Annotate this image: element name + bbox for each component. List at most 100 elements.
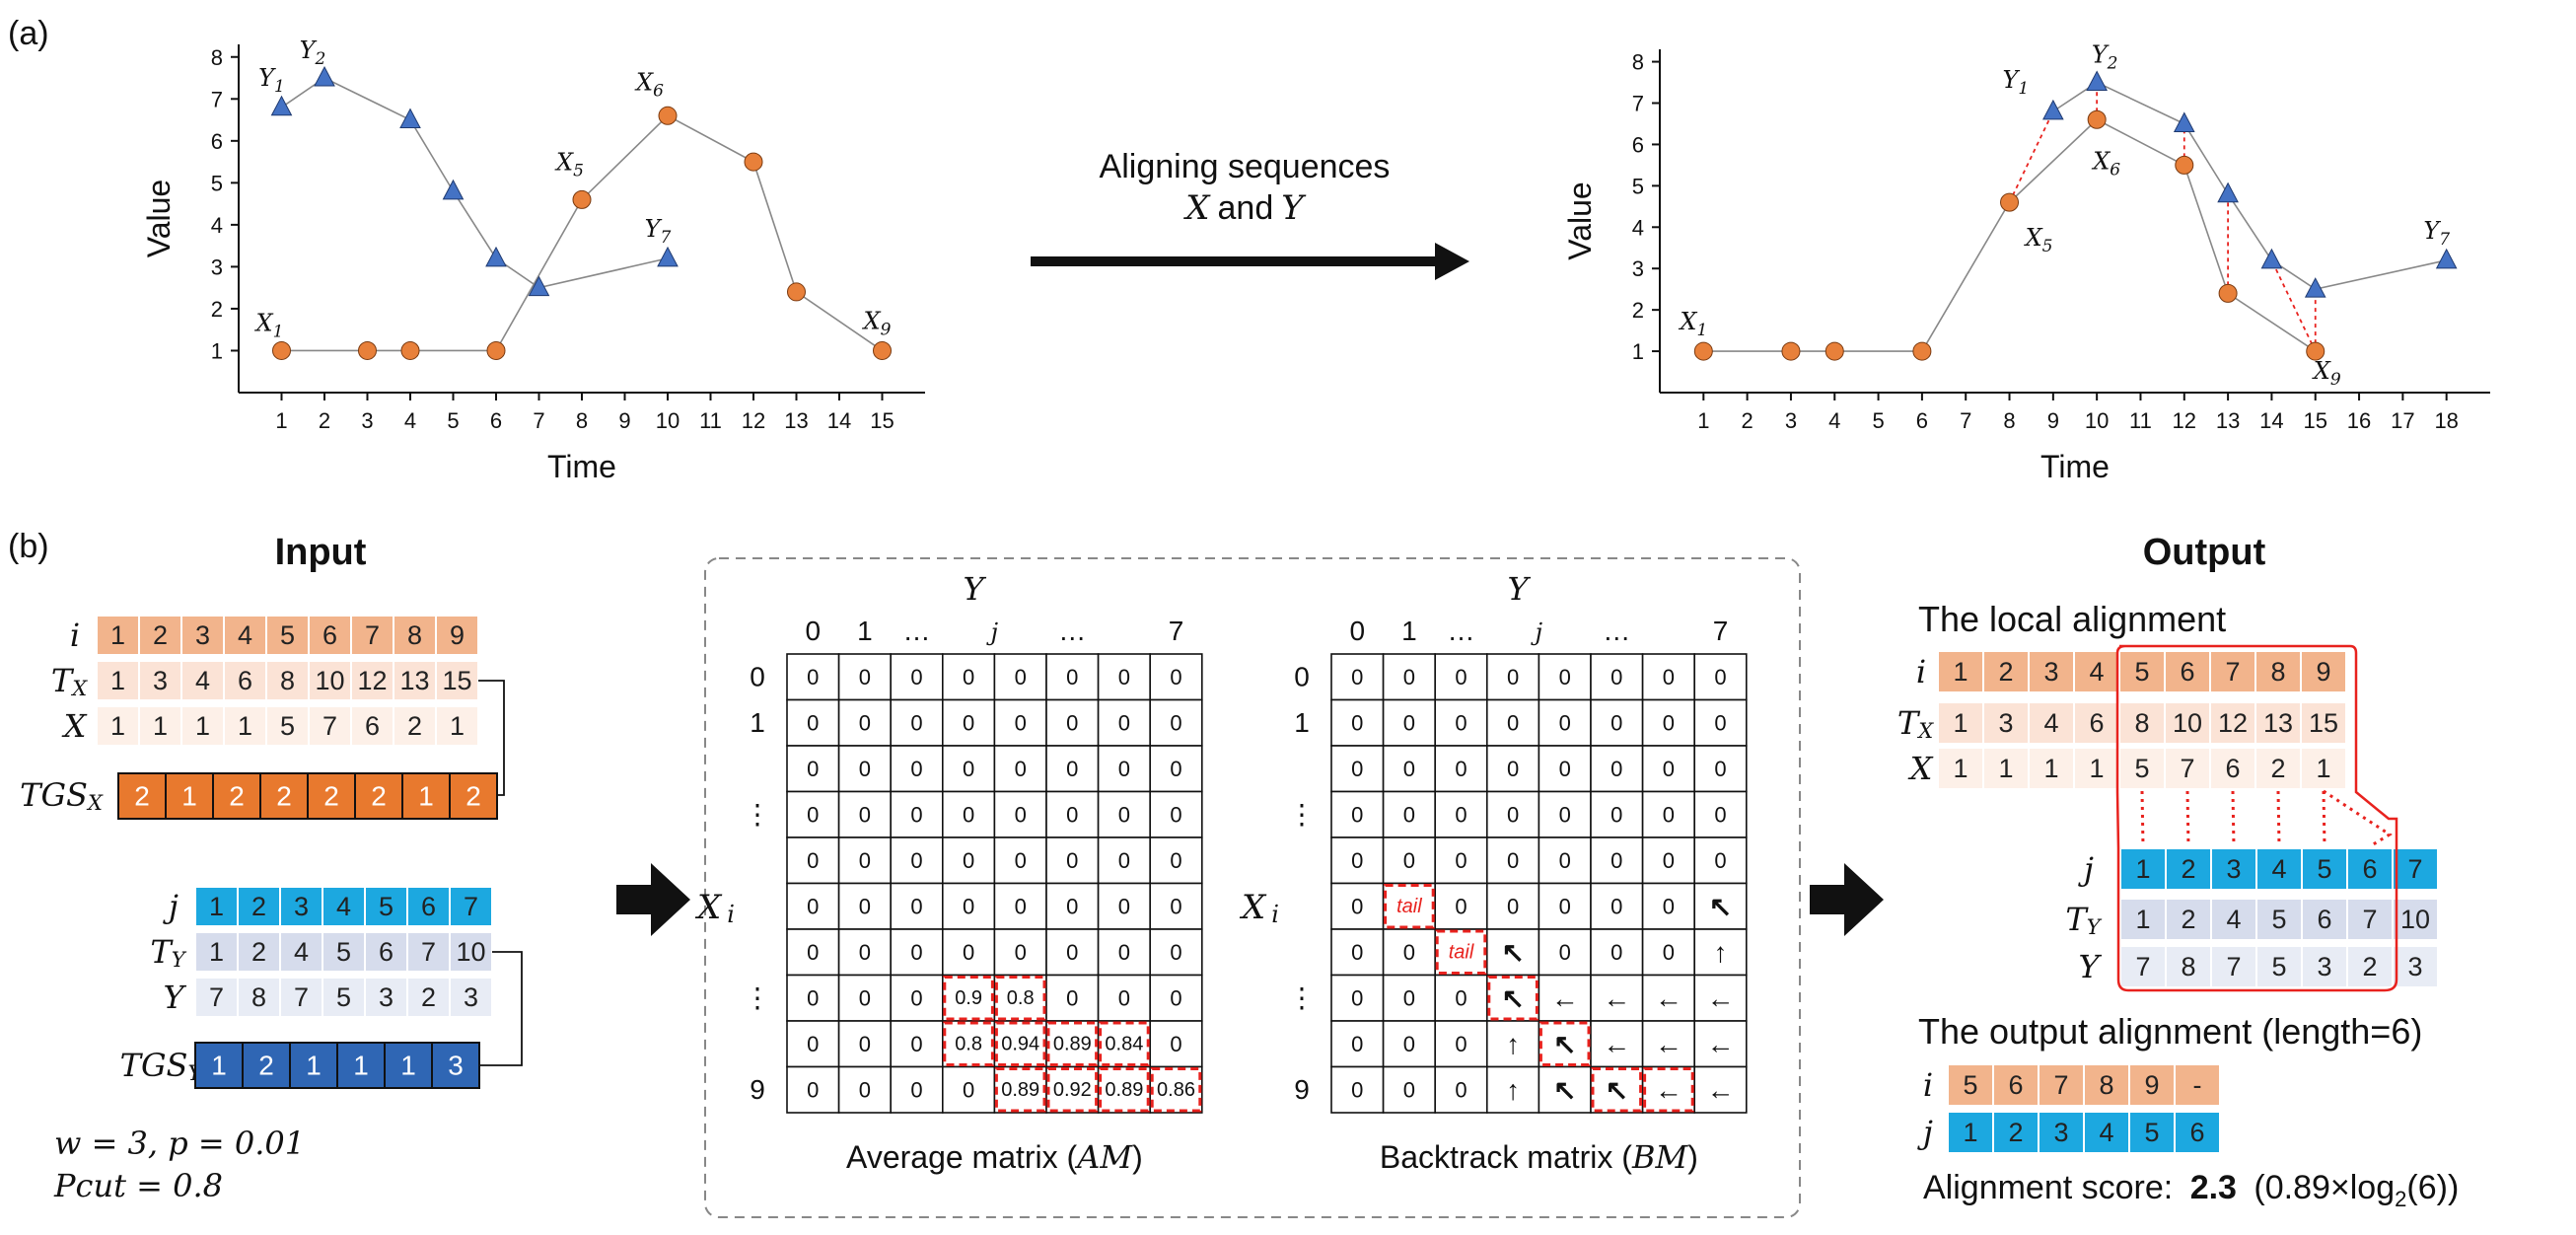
matrix-value: 0 — [963, 894, 974, 918]
matrix-value: 0 — [1714, 710, 1726, 735]
out-ty-row-cell — [2392, 898, 2439, 941]
matrix-value: 0 — [1455, 1077, 1467, 1102]
y-tick-label: 4 — [211, 213, 223, 238]
out-row-label-j-base: j — [2078, 850, 2094, 888]
row-label-tgsy: TGSY — [120, 1047, 204, 1085]
out2-i-row-cell — [2128, 1063, 2176, 1107]
arrow-text-x: X — [1182, 188, 1211, 228]
matrix-value: 0 — [1015, 710, 1027, 735]
point-label: Y1 — [2003, 66, 2030, 99]
y-axis-label: Value — [141, 180, 177, 257]
x-row-value: 1 — [238, 711, 252, 741]
matrix-value: 0 — [1610, 894, 1622, 918]
matrix-value: 0 — [859, 665, 871, 690]
backtrack-arrow: ← — [1655, 1074, 1682, 1105]
alignment-dotted-link — [2231, 790, 2236, 847]
highlight-cell — [943, 976, 994, 1021]
out-row-label-ty: TY — [2065, 901, 2102, 939]
matrix-value: 0 — [1118, 848, 1130, 873]
tgsy-row-value: 2 — [258, 1051, 274, 1081]
out-tx-row-value: 6 — [2089, 708, 2104, 738]
x-tick-label: 10 — [2085, 408, 2109, 433]
j-row-cell — [279, 886, 323, 927]
row-axis-label-base: X — [694, 888, 723, 927]
y-row-cell — [279, 977, 323, 1018]
matrix-cell — [890, 790, 944, 838]
series-line-X — [281, 114, 883, 352]
out-tx-row-value: 10 — [2173, 708, 2202, 738]
matrix-cell — [1045, 745, 1100, 793]
y-tick-label: 2 — [1632, 298, 1644, 323]
matrix-value: 0.8 — [1007, 987, 1035, 1009]
out2-j-row-cell — [2128, 1111, 2176, 1154]
out-i-row-value: 9 — [2316, 657, 2330, 687]
matrix-value: 0 — [1403, 848, 1415, 873]
i-row-value: 9 — [450, 620, 465, 650]
out-y-row-value: 5 — [2271, 952, 2286, 981]
point-x — [2175, 155, 2194, 175]
point-y — [2304, 277, 2326, 298]
point-label-sub: 6 — [653, 81, 664, 101]
tgsx-row-value: 2 — [465, 781, 481, 812]
matrix-cell — [941, 790, 996, 838]
point-label-sub: 2 — [315, 49, 326, 69]
caption-var: BM — [1631, 1138, 1689, 1176]
tgsy-row-cell — [242, 1042, 291, 1089]
score-formula-sub: 2 — [2395, 1187, 2406, 1211]
point-label-sub: 1 — [273, 322, 284, 341]
x-tick-label: 10 — [656, 408, 680, 433]
row-label-tx-base: T — [51, 662, 75, 699]
out-row-label-j: j — [2078, 850, 2094, 888]
y-row-value: 5 — [336, 982, 351, 1012]
row-label-ty-sub: Y — [172, 948, 187, 972]
matrix-value: 0 — [1170, 665, 1181, 690]
x-row-value: 1 — [153, 711, 168, 741]
backtrack-arrow: ↖ — [1501, 937, 1524, 968]
y-tick-label: 2 — [211, 297, 223, 322]
backtrack-arrow: ↑ — [1714, 937, 1728, 968]
point-x — [2087, 109, 2107, 129]
matrix-cell — [1486, 836, 1540, 885]
matrix-cell — [837, 928, 892, 977]
point-label-sub: 9 — [881, 320, 892, 339]
alignment-score: Alignment score: 2.3 (0.89×log2(6)) — [1923, 1169, 2459, 1211]
local-alignment-outline — [2115, 644, 2398, 992]
matrix-cell — [1486, 928, 1540, 977]
matrix-value: 0 — [1403, 665, 1415, 690]
tgsx-row-cell — [212, 772, 261, 820]
matrix-cell — [1149, 882, 1203, 930]
x-tick-label: 4 — [1828, 408, 1840, 433]
y-tick-label: 7 — [211, 87, 223, 111]
matrix-value: 0 — [1559, 848, 1571, 873]
out2-i-row-value: 5 — [1963, 1070, 1977, 1100]
out-row-label-y-base: Y — [2078, 948, 2102, 985]
matrix-value: 0 — [1351, 848, 1363, 873]
out-x-row-cell — [2209, 747, 2256, 790]
arrow-text-y: Y — [1281, 188, 1307, 228]
matrix-value: 0 — [1714, 757, 1726, 781]
out-ty-row-value: 4 — [2226, 905, 2241, 934]
matrix-value: 0 — [1559, 757, 1571, 781]
matrix-value: 0 — [1663, 710, 1675, 735]
matrix-value: 0 — [1170, 985, 1181, 1010]
out-i-row-cell — [2209, 650, 2256, 693]
ty-row-cell — [279, 931, 323, 973]
out-j-row-cell — [2392, 847, 2439, 891]
out-x-row-value: 1 — [1998, 754, 2013, 783]
ty-row-value: 5 — [336, 937, 351, 967]
tx-row-value: 1 — [110, 666, 125, 695]
point-label-base: X — [2024, 224, 2043, 252]
highlight-cell — [1487, 976, 1538, 1021]
matrix-cell — [1590, 928, 1644, 977]
highlight-cell — [1435, 929, 1487, 975]
x-tick-label: 3 — [1785, 408, 1797, 433]
out-ty-row-value: 2 — [2181, 905, 2195, 934]
tgsx-row-value: 1 — [181, 781, 197, 812]
matrix-cell — [1486, 790, 1540, 838]
tgsx-row-value: 2 — [276, 781, 292, 812]
matrix-value: 0 — [910, 665, 922, 690]
x-tick-label: 5 — [1872, 408, 1884, 433]
ty-row-cell — [364, 931, 408, 973]
matrix-value: 0 — [807, 1077, 819, 1102]
matrix-value: 0 — [807, 802, 819, 827]
